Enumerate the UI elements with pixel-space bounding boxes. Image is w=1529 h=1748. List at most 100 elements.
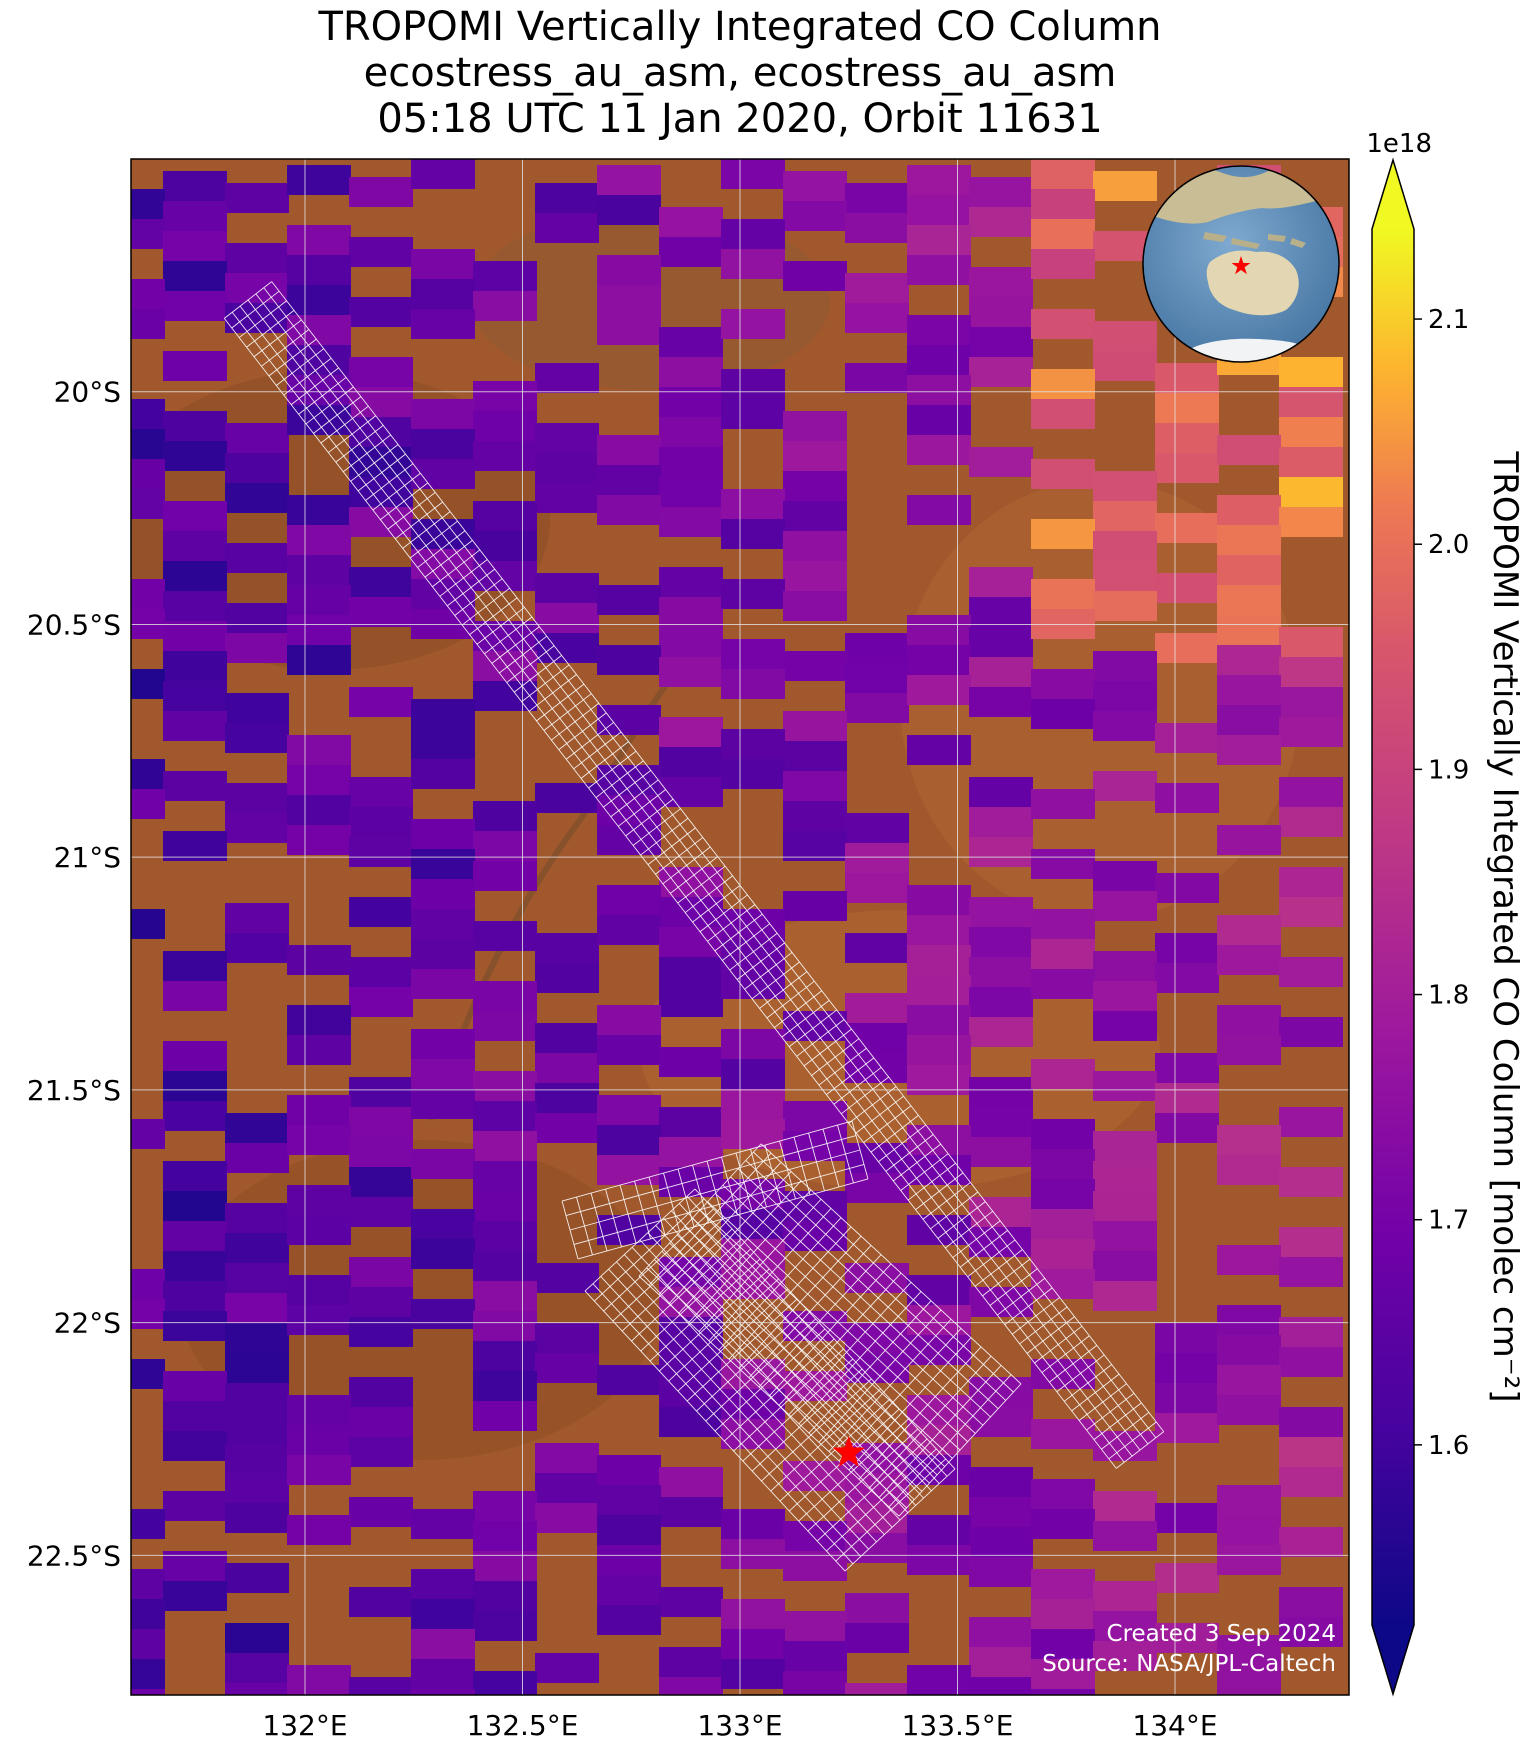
co-pixel bbox=[1031, 1149, 1095, 1179]
map-frame bbox=[130, 158, 1350, 1696]
co-pixel bbox=[163, 531, 227, 561]
footprint-long-strip-line bbox=[271, 281, 1165, 1432]
co-pixel bbox=[597, 195, 661, 225]
co-pixel bbox=[473, 291, 537, 321]
co-pixel bbox=[597, 285, 661, 315]
co-pixel bbox=[1279, 777, 1343, 807]
co-pixel bbox=[969, 627, 1033, 657]
co-pixel bbox=[907, 735, 971, 765]
co-pixel bbox=[535, 1443, 599, 1473]
colorbar-extend-min bbox=[1372, 1625, 1414, 1694]
co-pixel bbox=[163, 981, 227, 1011]
co-pixel bbox=[907, 255, 971, 285]
co-pixel bbox=[1093, 1281, 1157, 1311]
co-pixel bbox=[287, 1035, 351, 1065]
co-pixel bbox=[783, 711, 847, 741]
co-pixel bbox=[969, 267, 1033, 297]
co-pixel bbox=[721, 729, 785, 759]
co-pixel bbox=[597, 1005, 661, 1035]
co-pixel bbox=[535, 483, 599, 513]
co-pixel bbox=[783, 891, 847, 921]
footprint-long-strip-line bbox=[247, 299, 1141, 1451]
lon-tick-label: 133°E bbox=[697, 1709, 782, 1742]
co-pixel bbox=[287, 555, 351, 585]
co-pixel bbox=[131, 1509, 165, 1539]
co-pixel bbox=[287, 1095, 351, 1125]
co-pixel bbox=[783, 531, 847, 561]
co-pixel bbox=[969, 1107, 1033, 1137]
co-pixel bbox=[473, 1071, 537, 1101]
co-pixel bbox=[163, 951, 227, 981]
co-pixel bbox=[473, 441, 537, 471]
co-pixel bbox=[659, 1407, 723, 1437]
co-pixel bbox=[845, 813, 909, 843]
co-pixel bbox=[287, 825, 351, 855]
co-pixel bbox=[473, 681, 537, 711]
co-pixel bbox=[1279, 447, 1343, 477]
co-pixel bbox=[473, 1221, 537, 1251]
co-pixel bbox=[535, 453, 599, 483]
co-pixel bbox=[163, 171, 227, 201]
co-pixel bbox=[349, 687, 413, 717]
co-pixel bbox=[1031, 1509, 1095, 1539]
co-pixel bbox=[349, 1407, 413, 1437]
co-pixel bbox=[1217, 1395, 1281, 1425]
co-pixel bbox=[473, 1251, 537, 1281]
co-pixel bbox=[597, 1125, 661, 1155]
co-pixel bbox=[845, 873, 909, 903]
co-pixel bbox=[1155, 873, 1219, 903]
co-pixel bbox=[163, 1431, 227, 1461]
co-pixel bbox=[1031, 1119, 1095, 1149]
co-pixel bbox=[1031, 699, 1095, 729]
co-pixel bbox=[163, 1701, 227, 1731]
co-pixel bbox=[969, 1017, 1033, 1047]
co-pixel bbox=[225, 183, 289, 213]
co-pixel bbox=[1093, 1071, 1157, 1101]
co-pixel bbox=[163, 561, 227, 591]
co-pixel bbox=[1217, 675, 1281, 705]
co-pixel bbox=[659, 567, 723, 597]
co-pixel bbox=[1279, 897, 1343, 927]
co-pixel bbox=[349, 597, 413, 627]
co-pixel bbox=[225, 273, 289, 303]
co-pixel bbox=[163, 1491, 227, 1521]
co-pixel bbox=[1093, 1191, 1157, 1221]
co-pixel bbox=[1217, 1515, 1281, 1545]
co-pixel bbox=[1155, 1053, 1219, 1083]
co-pixel bbox=[287, 585, 351, 615]
co-pixel bbox=[1155, 1353, 1219, 1383]
co-pixel bbox=[907, 1065, 971, 1095]
co-pixel bbox=[131, 489, 165, 519]
co-pixel bbox=[349, 237, 413, 267]
co-pixel bbox=[131, 1629, 165, 1659]
co-pixel bbox=[225, 1473, 289, 1503]
co-pixel bbox=[721, 579, 785, 609]
co-pixel bbox=[659, 987, 723, 1017]
co-pixel bbox=[225, 1443, 289, 1473]
co-pixel bbox=[907, 165, 971, 195]
co-pixel bbox=[473, 981, 537, 1011]
co-pixel bbox=[969, 957, 1033, 987]
co-pixel bbox=[411, 1569, 475, 1599]
co-pixel bbox=[969, 897, 1033, 927]
co-pixel bbox=[411, 1239, 475, 1269]
co-pixel bbox=[473, 1191, 537, 1221]
co-pixel bbox=[535, 1263, 599, 1293]
co-pixel bbox=[1031, 1569, 1095, 1599]
co-pixel bbox=[969, 567, 1033, 597]
co-pixel bbox=[349, 1107, 413, 1137]
co-pixel bbox=[659, 417, 723, 447]
co-pixel bbox=[163, 1281, 227, 1311]
co-pixel bbox=[1093, 651, 1157, 681]
co-pixel bbox=[721, 369, 785, 399]
co-pixel bbox=[287, 495, 351, 525]
co-pixel bbox=[1217, 615, 1281, 645]
co-pixel bbox=[783, 411, 847, 441]
co-pixel bbox=[1217, 1485, 1281, 1515]
co-pixel bbox=[1155, 933, 1219, 963]
co-pixel bbox=[411, 939, 475, 969]
co-pixel bbox=[969, 1617, 1033, 1647]
co-pixel bbox=[1093, 1161, 1157, 1191]
co-pixel bbox=[659, 447, 723, 477]
footprint-block-line bbox=[722, 1184, 984, 1426]
